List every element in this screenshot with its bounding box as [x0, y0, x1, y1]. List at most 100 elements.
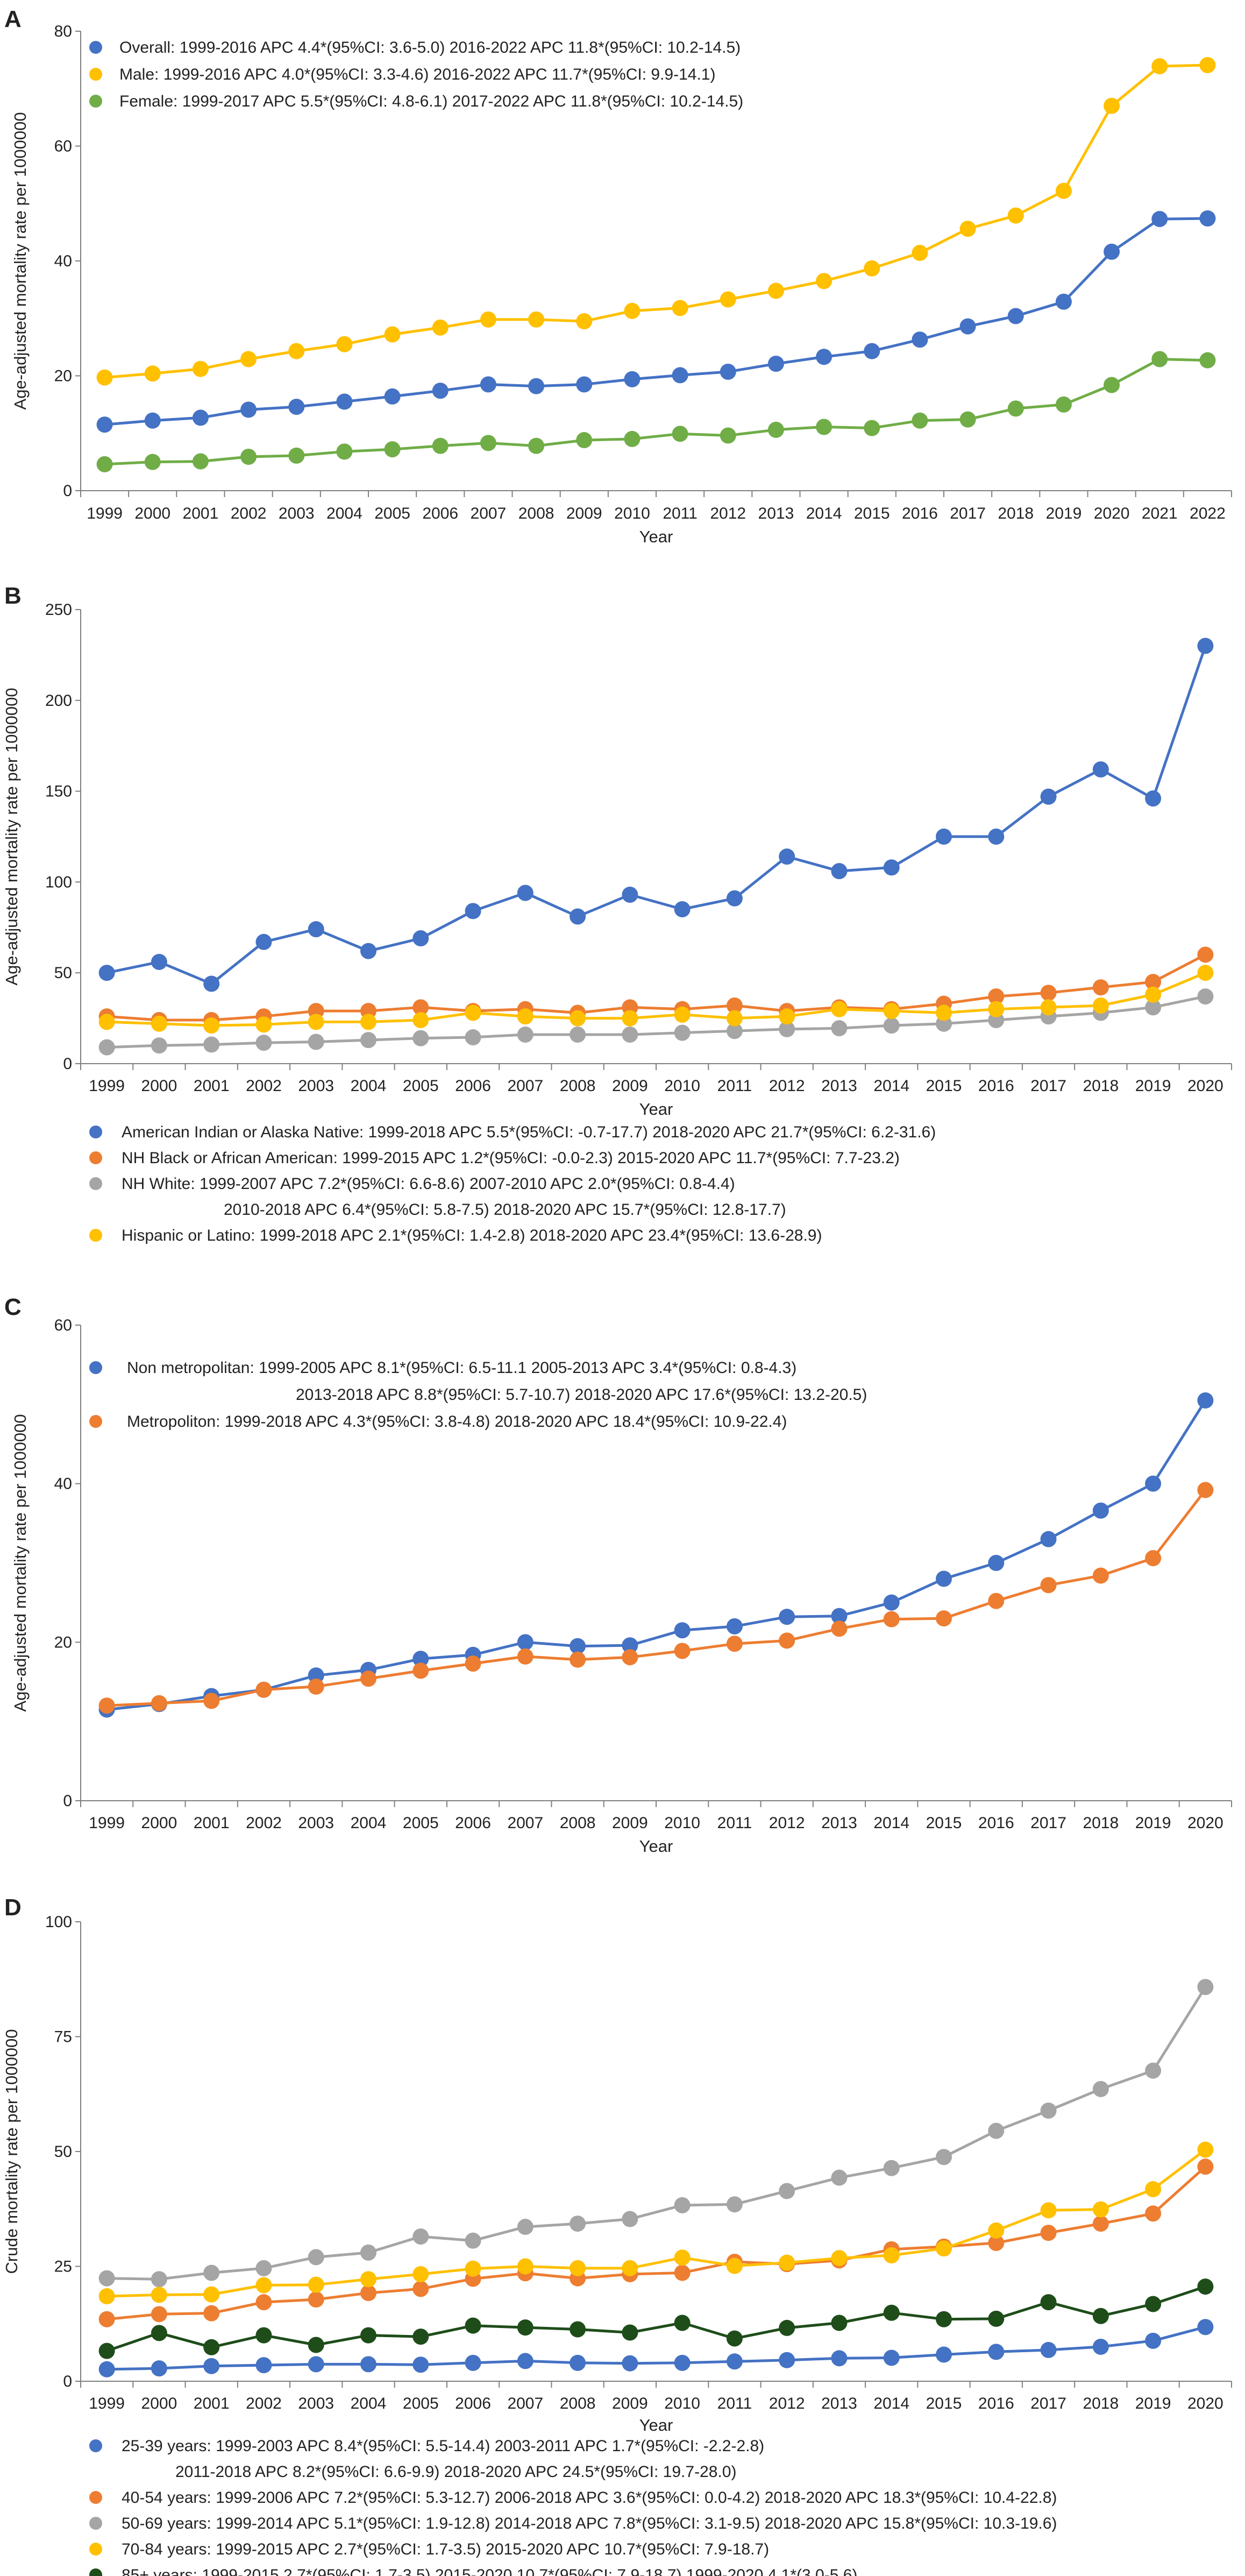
data-point: [1151, 58, 1168, 75]
data-point: [570, 908, 586, 925]
x-tick-label: 2004: [351, 1077, 387, 1095]
data-point: [151, 2325, 167, 2341]
legend-marker: [89, 2439, 102, 2452]
x-tick-label: 2009: [612, 1814, 648, 1832]
series-line: [104, 63, 1208, 379]
data-point: [144, 412, 161, 429]
data-point: [622, 2355, 638, 2372]
data-point: [144, 454, 161, 470]
data-point: [360, 943, 376, 959]
series-line: [106, 1399, 1207, 1711]
data-point: [1040, 2102, 1057, 2119]
x-tick-label: 2005: [374, 505, 410, 522]
data-point: [831, 2169, 848, 2186]
data-point: [517, 1648, 533, 1665]
data-point: [1197, 2319, 1214, 2336]
y-axis-title: Age-adjusted mortality rate per 1000000: [2, 688, 21, 985]
data-point: [517, 2219, 533, 2235]
series-line: [106, 1489, 1207, 1707]
x-tick-label: 2009: [612, 1077, 648, 1095]
data-point: [412, 2356, 429, 2373]
data-point: [674, 1622, 691, 1639]
panel-letter: D: [4, 1894, 22, 1921]
x-tick-label: 2003: [298, 1814, 334, 1832]
x-tick-label: 2017: [1030, 2395, 1066, 2412]
data-point: [779, 1609, 795, 1625]
legend-marker: [89, 2568, 102, 2576]
y-tick-label: 200: [45, 692, 72, 710]
data-point: [779, 2183, 795, 2199]
data-point: [1145, 2181, 1162, 2198]
data-point: [360, 2271, 376, 2288]
data-point: [96, 416, 113, 433]
data-point: [1092, 2080, 1109, 2097]
data-point: [360, 2244, 376, 2261]
data-point: [517, 884, 533, 901]
data-point: [517, 2258, 533, 2275]
x-tick-label: 2015: [926, 2395, 962, 2412]
data-point: [936, 2346, 952, 2363]
data-point: [465, 2354, 481, 2371]
data-point: [336, 443, 353, 460]
legend-entry: Non metropolitan: 1999-2005 APC 8.1*(95%…: [127, 1359, 796, 1377]
x-tick-label: 2020: [1187, 1814, 1223, 1832]
x-tick-label: 2016: [978, 2395, 1014, 2412]
data-point: [465, 2317, 481, 2334]
data-point: [576, 432, 593, 449]
series-line: [106, 995, 1206, 1049]
data-point: [936, 829, 952, 845]
data-point: [864, 343, 880, 359]
x-tick-label: 2001: [183, 505, 219, 522]
data-point: [517, 1026, 533, 1043]
data-point: [1197, 2278, 1214, 2295]
data-point: [1197, 638, 1214, 654]
data-point: [1145, 1475, 1162, 1492]
y-axis-title: Age-adjusted mortality rate per 1000000: [11, 112, 30, 409]
x-tick-label: 2010: [664, 1077, 700, 1095]
data-point: [1040, 788, 1057, 805]
data-point: [726, 1618, 743, 1634]
data-point: [98, 2270, 115, 2287]
data-point: [622, 1649, 638, 1666]
data-point: [151, 2360, 167, 2377]
data-point: [98, 965, 115, 981]
x-tick-label: 2020: [1094, 505, 1130, 522]
x-tick-label: 2002: [246, 1077, 282, 1095]
data-point: [240, 401, 257, 418]
legend-marker: [89, 1361, 102, 1374]
data-point: [726, 890, 743, 907]
data-point: [151, 1037, 167, 1054]
data-point: [412, 1011, 429, 1028]
data-point: [1007, 308, 1024, 324]
data-point: [151, 2287, 167, 2303]
data-point: [1199, 352, 1216, 369]
x-tick-label: 2018: [998, 505, 1034, 522]
data-point: [779, 1632, 795, 1649]
data-point: [883, 1594, 900, 1611]
y-tick-label: 0: [63, 2373, 72, 2390]
data-point: [726, 1636, 743, 1652]
data-point: [203, 2305, 220, 2322]
data-point: [203, 1017, 220, 1034]
data-point: [528, 437, 545, 454]
data-point: [622, 2324, 638, 2341]
y-tick-label: 20: [54, 367, 72, 385]
data-point: [1197, 946, 1214, 963]
data-point: [831, 2250, 848, 2267]
data-point: [1145, 790, 1162, 807]
data-point: [1040, 2341, 1057, 2358]
data-point: [1092, 1502, 1109, 1519]
data-point: [1197, 2159, 1214, 2175]
x-tick-label: 2015: [926, 1814, 962, 1832]
data-point: [308, 1034, 324, 1050]
data-point: [336, 393, 353, 410]
data-point: [883, 1611, 900, 1627]
data-point: [674, 2354, 691, 2371]
legend-marker: [89, 2543, 102, 2556]
data-point: [936, 1610, 952, 1627]
data-point: [465, 1004, 481, 1021]
data-point: [1145, 2296, 1162, 2312]
data-point: [1092, 2338, 1109, 2355]
data-point: [936, 2149, 952, 2165]
